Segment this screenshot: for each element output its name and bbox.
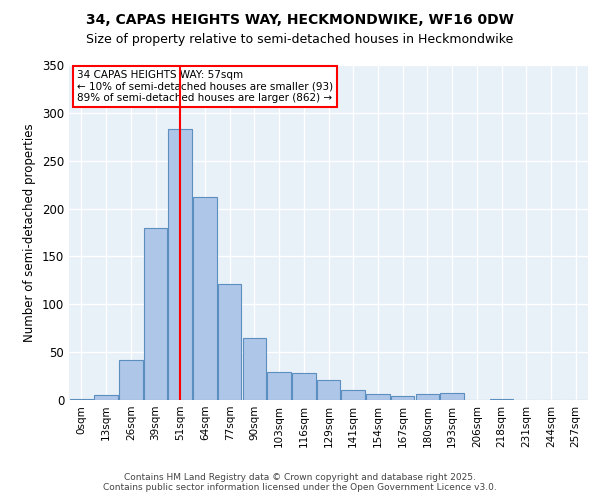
Bar — [144, 228, 167, 400]
Text: Contains HM Land Registry data © Crown copyright and database right 2025.
Contai: Contains HM Land Registry data © Crown c… — [103, 473, 497, 492]
Y-axis label: Number of semi-detached properties: Number of semi-detached properties — [23, 123, 37, 342]
Bar — [218, 284, 241, 400]
Bar — [440, 394, 464, 400]
Text: 34 CAPAS HEIGHTS WAY: 57sqm
← 10% of semi-detached houses are smaller (93)
89% o: 34 CAPAS HEIGHTS WAY: 57sqm ← 10% of sem… — [77, 70, 333, 103]
Bar — [292, 373, 316, 400]
Bar — [193, 197, 217, 400]
Bar — [169, 129, 192, 400]
Bar — [94, 395, 118, 400]
Bar — [341, 390, 365, 400]
Bar — [366, 394, 389, 400]
Bar — [119, 360, 143, 400]
Bar — [391, 396, 415, 400]
Text: 34, CAPAS HEIGHTS WAY, HECKMONDWIKE, WF16 0DW: 34, CAPAS HEIGHTS WAY, HECKMONDWIKE, WF1… — [86, 12, 514, 26]
Bar — [70, 399, 93, 400]
Bar — [268, 372, 291, 400]
Text: Size of property relative to semi-detached houses in Heckmondwike: Size of property relative to semi-detach… — [86, 32, 514, 46]
Bar — [490, 399, 513, 400]
Bar — [242, 338, 266, 400]
Bar — [416, 394, 439, 400]
Bar — [317, 380, 340, 400]
